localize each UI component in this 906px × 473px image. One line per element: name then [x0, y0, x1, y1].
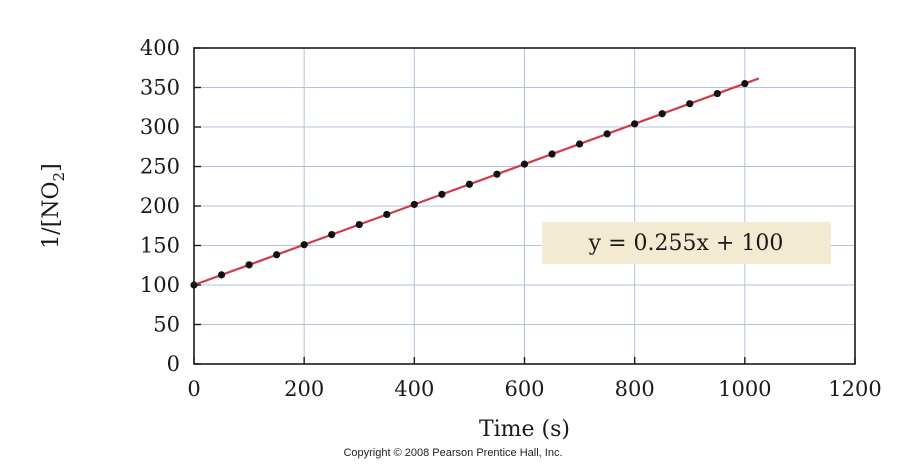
x-tick-label: 600 — [504, 377, 544, 401]
data-point — [438, 190, 446, 198]
x-tick-label: 800 — [615, 377, 655, 401]
data-point — [741, 79, 749, 88]
y-tick-label: 350 — [140, 76, 180, 100]
y-tick-labels: 0 50 100 150 200 250 300 350 400 — [140, 36, 180, 376]
data-point — [383, 210, 391, 219]
data-point — [713, 89, 721, 98]
x-tick-labels: 0 200 400 600 800 1000 1200 — [187, 377, 881, 401]
data-point — [575, 140, 584, 148]
equation-label: y = 0.255x + 100 — [588, 231, 784, 256]
x-tick-label: 1200 — [828, 377, 881, 401]
data-point — [300, 241, 308, 249]
x-axis-title: Time (s) — [479, 417, 570, 442]
data-point — [658, 110, 666, 118]
x-tick-label: 400 — [394, 377, 434, 401]
y-tick-label: 0 — [167, 352, 180, 376]
data-point — [217, 271, 226, 279]
grid — [193, 47, 856, 365]
y-axis-title-close: ] — [39, 163, 64, 172]
axis-ticks — [193, 47, 856, 365]
y-axis-title-main: 1/[NO — [39, 181, 64, 248]
data-point — [355, 220, 363, 229]
y-tick-label: 400 — [140, 36, 180, 60]
y-tick-label: 50 — [153, 313, 180, 337]
x-tick-label: 200 — [284, 377, 324, 401]
y-tick-label: 150 — [140, 234, 180, 258]
data-point — [686, 100, 694, 108]
data-point — [273, 251, 281, 259]
data-point — [603, 130, 611, 138]
copyright-notice: Copyright © 2008 Pearson Prentice Hall, … — [343, 447, 563, 459]
data-points — [190, 79, 749, 289]
y-axis-title: 1/[NO2] — [39, 163, 68, 248]
y-tick-label: 100 — [140, 273, 180, 297]
equation-box — [542, 222, 831, 264]
x-tick-label: 1000 — [718, 377, 771, 401]
data-point — [410, 200, 418, 209]
y-axis-title-subscript: 2 — [50, 172, 68, 182]
data-point — [465, 180, 474, 188]
data-point — [520, 160, 529, 168]
y-tick-label: 200 — [140, 194, 180, 218]
data-point — [245, 261, 253, 269]
y-tick-label: 300 — [140, 115, 180, 139]
data-point — [493, 170, 501, 178]
data-point — [631, 120, 639, 128]
x-tick-label: 0 — [187, 377, 200, 401]
data-point — [328, 230, 336, 239]
data-point — [548, 150, 556, 158]
y-tick-label: 250 — [140, 155, 180, 179]
